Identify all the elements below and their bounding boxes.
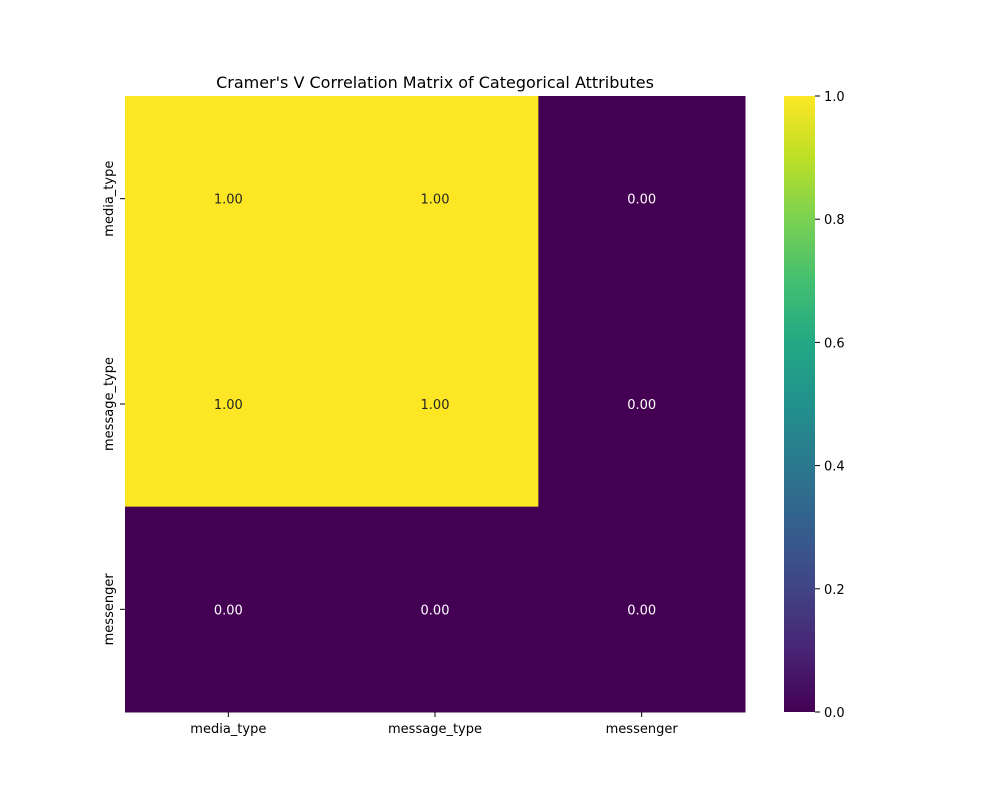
colorbar-tick-label: 1.0 [824, 90, 845, 105]
colorbar-tick-label: 0.8 [824, 213, 845, 228]
y-axis: media_type message_type messenger [102, 161, 125, 646]
cell-annotation: 0.00 [214, 603, 243, 618]
cell-annotation: 0.00 [627, 193, 656, 208]
heatmap-cell [538, 506, 746, 713]
heatmap-cell [125, 506, 333, 713]
colorbar-tick-label: 0.2 [824, 583, 845, 598]
x-tick-label: messenger [606, 722, 679, 737]
cell-annotation: 1.00 [214, 193, 243, 208]
heatmap-cell [125, 96, 333, 302]
cell-annotation: 1.00 [421, 398, 450, 413]
heatmap-cell [331, 301, 539, 508]
x-tick-label: media_type [190, 722, 266, 737]
y-tick-label: message_type [102, 357, 117, 451]
colorbar-tick-label: 0.0 [824, 706, 845, 721]
heatmap-cell [331, 96, 539, 302]
cell-annotations: 1.00 1.00 0.00 1.00 1.00 0.00 0.00 0.00 0.00 [214, 193, 656, 619]
y-tick-label: media_type [102, 161, 117, 237]
cell-annotation: 0.00 [627, 603, 656, 618]
colorbar-tick-label: 0.6 [824, 336, 845, 351]
colorbar-gradient [784, 96, 815, 712]
cell-annotation: 1.00 [214, 398, 243, 413]
heatmap-cell [125, 301, 333, 508]
heatmap-cell [331, 506, 539, 713]
heatmap-cell [538, 301, 746, 508]
cell-annotation: 1.00 [421, 193, 450, 208]
y-tick-label: messenger [102, 573, 117, 646]
heatmap-cell [538, 96, 746, 302]
cell-annotation: 0.00 [421, 603, 450, 618]
chart-title: Cramer's V Correlation Matrix of Categor… [216, 73, 654, 92]
x-tick-label: message_type [388, 722, 482, 737]
x-axis: media_type message_type messenger [190, 712, 678, 737]
colorbar: 0.0 0.2 0.4 0.6 0.8 1.0 [784, 90, 845, 721]
colorbar-tick-label: 0.4 [824, 460, 845, 475]
cell-annotation: 0.00 [627, 398, 656, 413]
heatmap-cells [125, 96, 746, 713]
